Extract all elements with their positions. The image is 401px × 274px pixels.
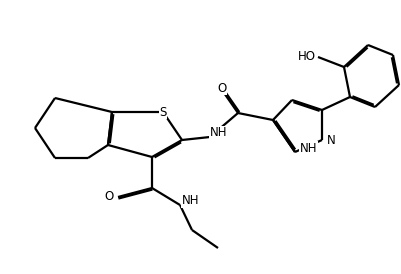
Text: NH: NH [299,141,317,155]
Text: HO: HO [297,50,315,64]
Text: S: S [159,105,166,118]
Text: O: O [217,81,226,95]
Text: NH: NH [182,195,199,207]
Text: N: N [326,133,335,147]
Text: O: O [105,190,114,204]
Text: NH: NH [209,127,227,139]
